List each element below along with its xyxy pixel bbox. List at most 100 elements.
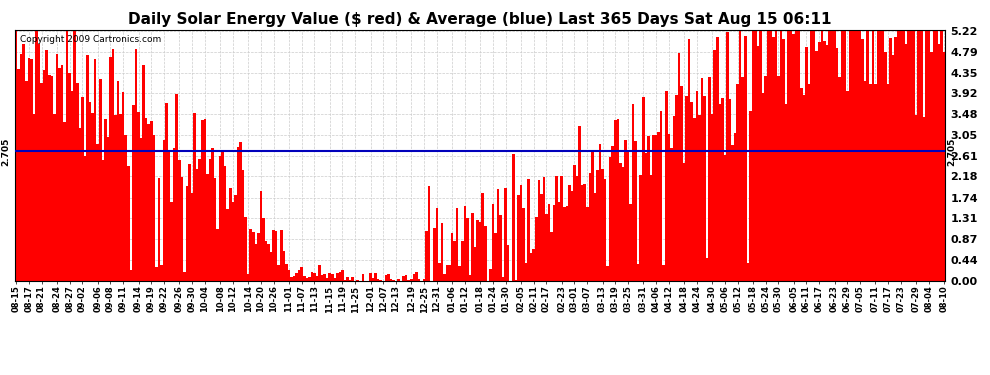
Bar (841, 31, 843, 281)
Bar (716, 37, 719, 281)
Bar (84, 156, 86, 281)
Bar (408, 280, 410, 281)
Bar (565, 206, 568, 281)
Bar (117, 81, 120, 281)
Bar (441, 223, 444, 281)
Bar (249, 230, 252, 281)
Bar (596, 170, 599, 281)
Bar (701, 78, 703, 281)
Bar (861, 39, 864, 281)
Bar (201, 120, 204, 281)
Bar (897, 31, 900, 281)
Bar (188, 164, 191, 281)
Bar (617, 119, 619, 281)
Text: 2.705: 2.705 (1, 137, 10, 165)
Bar (232, 202, 234, 281)
Bar (160, 265, 162, 281)
Bar (560, 177, 563, 281)
Bar (461, 240, 463, 281)
Bar (300, 267, 303, 281)
Bar (905, 44, 907, 281)
Bar (693, 118, 696, 281)
Bar (497, 189, 499, 281)
Bar (910, 31, 913, 281)
Title: Daily Solar Energy Value ($ red) & Average (blue) Last 365 Days Sat Aug 15 06:11: Daily Solar Energy Value ($ red) & Avera… (129, 12, 832, 27)
Bar (316, 276, 318, 281)
Bar (680, 86, 683, 281)
Bar (782, 39, 785, 281)
Bar (614, 120, 617, 281)
Bar (746, 263, 749, 281)
Bar (787, 31, 790, 281)
Bar (612, 146, 614, 281)
Bar (635, 141, 637, 281)
Bar (652, 135, 654, 281)
Bar (780, 31, 782, 281)
Bar (237, 147, 240, 281)
Bar (303, 276, 306, 281)
Bar (463, 206, 466, 281)
Bar (240, 142, 242, 281)
Bar (942, 52, 945, 281)
Bar (155, 267, 157, 281)
Bar (91, 113, 94, 281)
Bar (53, 114, 55, 281)
Bar (180, 177, 183, 281)
Bar (594, 193, 596, 281)
Bar (706, 258, 708, 281)
Bar (662, 265, 665, 281)
Bar (306, 278, 308, 281)
Bar (170, 201, 173, 281)
Bar (120, 114, 122, 281)
Bar (846, 91, 848, 281)
Bar (392, 280, 395, 281)
Bar (76, 83, 78, 281)
Bar (492, 204, 494, 281)
Bar (361, 274, 364, 281)
Bar (670, 148, 672, 281)
Bar (313, 273, 316, 281)
Bar (920, 31, 923, 281)
Bar (288, 270, 290, 281)
Bar (183, 272, 186, 281)
Bar (423, 279, 426, 281)
Bar (894, 37, 897, 281)
Bar (298, 270, 300, 281)
Bar (818, 42, 821, 281)
Bar (456, 209, 458, 281)
Bar (711, 114, 714, 281)
Bar (308, 277, 311, 281)
Bar (259, 191, 262, 281)
Bar (609, 157, 612, 281)
Bar (471, 213, 474, 281)
Bar (214, 178, 216, 281)
Bar (512, 154, 515, 281)
Bar (127, 166, 130, 281)
Bar (290, 277, 293, 281)
Bar (272, 230, 275, 281)
Bar (933, 31, 936, 281)
Bar (130, 270, 132, 281)
Bar (63, 122, 66, 281)
Bar (576, 176, 578, 281)
Bar (499, 215, 502, 281)
Bar (377, 279, 379, 281)
Bar (311, 272, 313, 281)
Bar (173, 148, 175, 281)
Bar (525, 263, 528, 281)
Bar (384, 275, 387, 281)
Bar (882, 31, 884, 281)
Bar (892, 55, 894, 281)
Bar (568, 185, 570, 281)
Bar (545, 214, 547, 281)
Bar (742, 77, 744, 281)
Bar (267, 244, 270, 281)
Bar (198, 159, 201, 281)
Bar (257, 233, 259, 281)
Bar (397, 279, 400, 281)
Bar (245, 217, 247, 281)
Bar (138, 112, 140, 281)
Bar (940, 31, 942, 281)
Bar (140, 138, 143, 281)
Bar (708, 78, 711, 281)
